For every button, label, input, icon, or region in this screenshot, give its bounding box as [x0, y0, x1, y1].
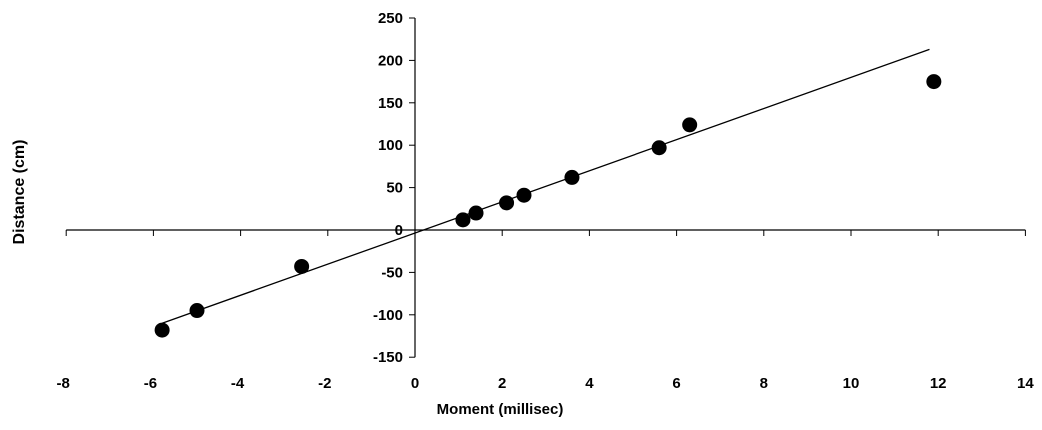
data-point	[154, 322, 170, 338]
data-point	[516, 187, 532, 203]
x-tick-label: 8	[760, 375, 768, 392]
y-tick-label: 150	[378, 95, 403, 112]
x-tick-label: 14	[1017, 375, 1034, 392]
x-tick-label: -4	[231, 375, 245, 392]
x-tick-label: 0	[411, 375, 419, 392]
data-point	[189, 303, 205, 319]
tick-labels: -8 -6 -4 -2 0 2 4 6 8 10 12 14 -150 -100 -50 0 50 100 150 2…	[57, 10, 1035, 392]
data-point	[294, 258, 310, 274]
axes	[65, 17, 1026, 358]
y-tick-label: 200	[378, 52, 403, 69]
y-tick-label: -50	[381, 264, 403, 281]
data-point	[926, 74, 942, 90]
x-tick-label: 10	[843, 375, 860, 392]
y-tick-label: -150	[373, 349, 403, 366]
x-tick-label: 4	[585, 375, 594, 392]
x-tick-label: -2	[318, 375, 331, 392]
y-tick-label: 250	[378, 10, 403, 27]
data-point	[499, 195, 515, 211]
data-point	[564, 169, 580, 185]
data-point	[682, 117, 698, 133]
x-tick-label: -8	[57, 375, 70, 392]
x-tick-label: 2	[498, 375, 506, 392]
data-point	[455, 212, 471, 228]
x-tick-label: 12	[930, 375, 947, 392]
trendline	[161, 48, 930, 324]
y-tick-label: 0	[395, 222, 403, 239]
trendline-group	[161, 48, 930, 324]
y-tick-label: 50	[386, 180, 403, 197]
y-axis-title: Distance (cm)	[11, 140, 28, 245]
data-points	[154, 74, 942, 338]
y-tick-label: -100	[373, 307, 403, 324]
x-tick-label: -6	[144, 375, 157, 392]
data-point	[651, 140, 667, 156]
data-point	[468, 205, 484, 221]
y-tick-label: 100	[378, 137, 403, 154]
x-axis-title: Moment (millisec)	[437, 401, 564, 418]
x-tick-label: 6	[672, 375, 680, 392]
